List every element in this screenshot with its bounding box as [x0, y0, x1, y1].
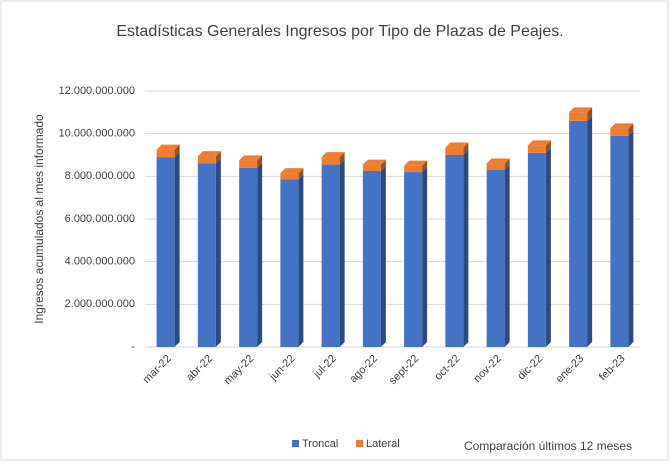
y-tick-label: 8.000.000.000	[65, 170, 135, 182]
bar-side	[257, 155, 263, 168]
bar	[280, 173, 299, 180]
legend-label: Lateral	[366, 438, 400, 450]
chart-title: Estadísticas Generales Ingresos por Tipo…	[116, 23, 563, 40]
bar	[156, 157, 175, 347]
bar	[321, 164, 340, 347]
bar	[569, 112, 588, 121]
bar-side	[504, 164, 510, 347]
bar	[445, 147, 464, 155]
bar-side	[174, 144, 180, 158]
bar	[610, 128, 629, 136]
bar	[239, 167, 258, 347]
y-tick-label: 10.000.000.000	[59, 128, 135, 140]
bar-side	[339, 152, 345, 165]
bar-top	[156, 144, 180, 150]
bar-side	[463, 142, 469, 155]
bar-top	[239, 155, 263, 161]
bar-side	[422, 160, 428, 173]
bar	[197, 163, 216, 347]
bar-side	[215, 158, 221, 347]
bar	[610, 135, 629, 347]
bar-side	[587, 115, 593, 347]
bar	[486, 163, 505, 170]
bar-side	[545, 147, 551, 347]
bar	[362, 171, 381, 347]
bar-top	[197, 151, 221, 157]
bar-side	[628, 123, 634, 136]
bar-top	[527, 140, 551, 146]
annotation: Comparación últimos 12 meses	[464, 439, 632, 453]
legend-swatch	[292, 440, 299, 447]
bar-side	[257, 162, 263, 347]
y-tick-label: -	[131, 341, 135, 353]
bar	[239, 160, 258, 168]
bar	[280, 179, 299, 347]
bar-top	[445, 142, 469, 148]
bar	[404, 165, 423, 173]
bar-top	[569, 107, 593, 113]
legend-label: Troncal	[302, 438, 338, 450]
bar	[321, 157, 340, 165]
bar-top	[610, 123, 634, 129]
bar-top	[404, 160, 428, 166]
y-tick-label: 6.000.000.000	[65, 213, 135, 225]
bar-side	[422, 167, 428, 347]
bar	[486, 169, 505, 347]
bar	[445, 155, 464, 347]
y-axis-label: Ingresos acumulados al mes informado	[32, 114, 46, 324]
bar	[527, 145, 546, 153]
y-tick-label: 4.000.000.000	[65, 256, 135, 268]
y-tick-label: 12.000.000.000	[59, 85, 135, 97]
bar-side	[174, 152, 180, 347]
y-tick-label: 2.000.000.000	[65, 298, 135, 310]
bar-side	[545, 140, 551, 153]
bar	[404, 172, 423, 347]
bar-top	[280, 168, 304, 174]
legend-swatch	[356, 440, 363, 447]
bar-side	[298, 174, 304, 347]
bar-side	[215, 151, 221, 164]
bar-side	[628, 130, 634, 347]
bar	[197, 156, 216, 164]
bar-side	[339, 159, 345, 347]
bar	[156, 149, 175, 158]
bar-side	[463, 150, 469, 347]
bar-top	[362, 159, 386, 165]
bar-top	[486, 158, 510, 164]
bar-top	[321, 152, 345, 158]
bar	[362, 164, 381, 171]
bar-side	[380, 166, 386, 347]
bar-side	[298, 168, 304, 180]
bar-side	[504, 158, 510, 170]
bar-side	[587, 107, 593, 121]
bar-side	[380, 159, 386, 171]
bar	[527, 152, 546, 347]
bar	[569, 120, 588, 347]
